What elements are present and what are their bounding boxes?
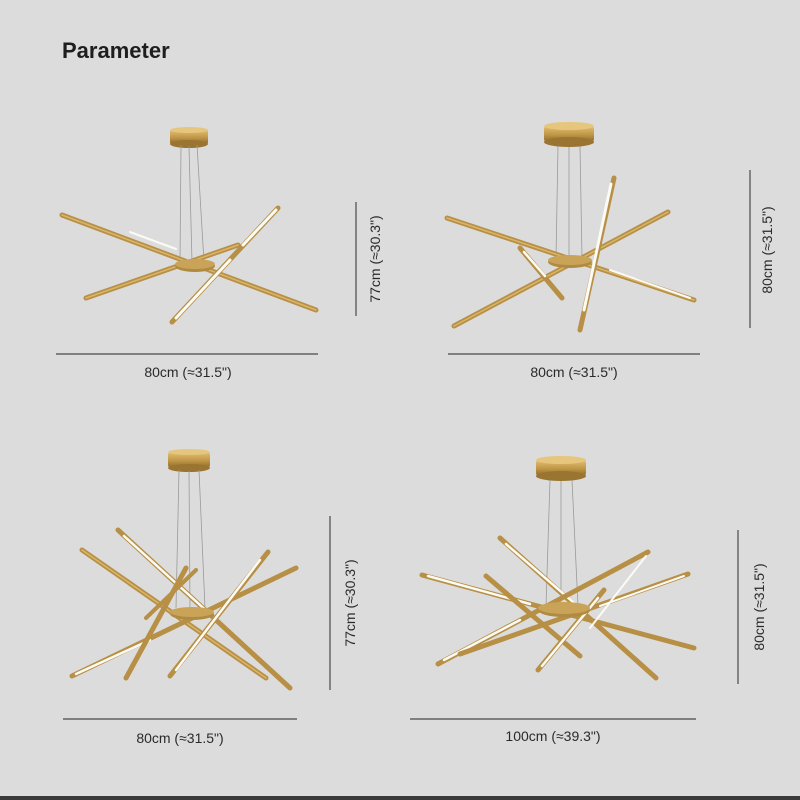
suspension-wires-4	[545, 479, 579, 607]
canopy-3	[168, 449, 210, 472]
canopy-4	[536, 456, 586, 481]
hub-3	[170, 607, 214, 620]
canopy-2	[544, 122, 594, 147]
hub-1	[175, 259, 215, 272]
width-label-1: 80cm (≈31.5")	[144, 364, 232, 380]
chandelier-3	[69, 449, 299, 691]
suspension-wires-1	[179, 144, 205, 263]
canopy-1	[170, 127, 208, 148]
arms-2	[444, 175, 697, 333]
height-label-4: 80cm (≈31.5")	[751, 563, 767, 651]
hub-4	[538, 602, 590, 617]
width-label-4: 100cm (≈39.3")	[505, 728, 601, 744]
suspension-wires-2	[555, 145, 583, 259]
width-label-2: 80cm (≈31.5")	[530, 364, 618, 380]
hub-2	[548, 255, 592, 268]
height-label-1: 77cm (≈30.3")	[367, 215, 383, 303]
chandelier-2	[444, 122, 697, 333]
width-label-3: 80cm (≈31.5")	[136, 730, 224, 746]
arms-1	[59, 205, 319, 325]
chandelier-1	[59, 127, 319, 325]
page-title: Parameter	[62, 38, 170, 63]
height-label-3: 77cm (≈30.3")	[342, 559, 358, 647]
height-label-2: 80cm (≈31.5")	[759, 206, 775, 294]
chandelier-4	[419, 456, 697, 681]
dimension-lines	[56, 170, 751, 720]
footer-bar	[0, 796, 800, 800]
